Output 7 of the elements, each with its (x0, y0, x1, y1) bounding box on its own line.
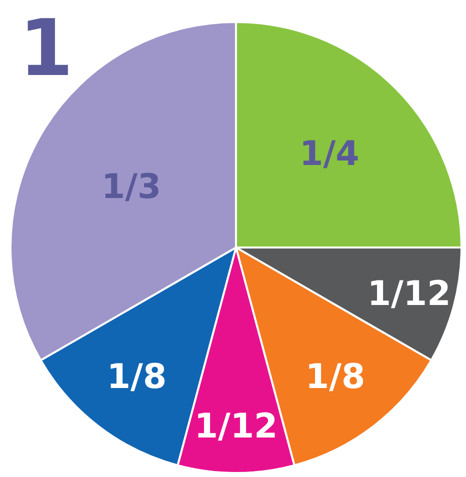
data-label: 1/8 (305, 356, 366, 397)
data-label: 1/12 (194, 406, 278, 447)
data-label: 1/12 (367, 274, 451, 314)
data-label: 1/8 (106, 356, 167, 397)
data-label: 1/4 (300, 134, 360, 174)
chart-title: 1 (19, 4, 74, 94)
data-label: 1/3 (101, 167, 162, 208)
